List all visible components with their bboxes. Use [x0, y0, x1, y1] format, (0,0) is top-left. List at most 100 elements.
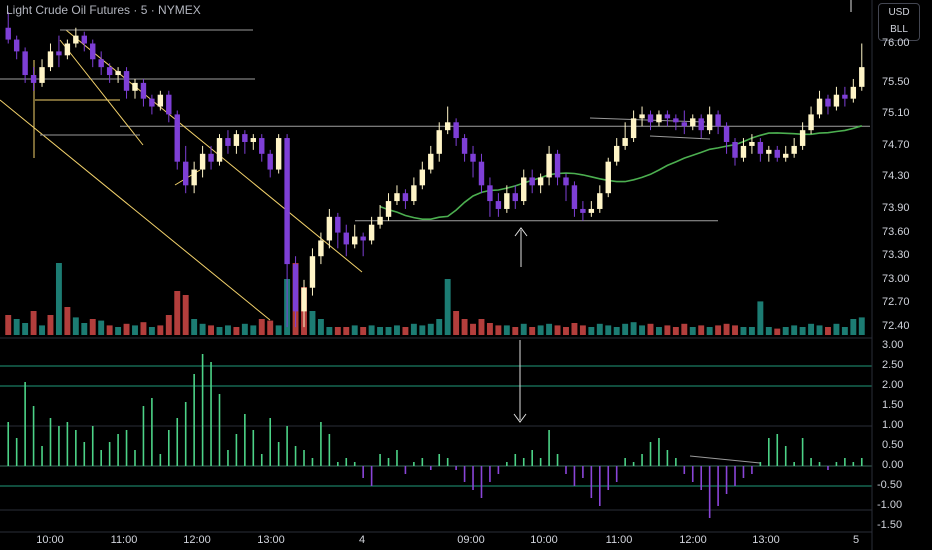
oscillator-bar	[768, 438, 770, 466]
candle	[106, 63, 113, 83]
oscillator-bar	[345, 458, 348, 466]
volume-bar	[140, 322, 147, 335]
candle	[250, 134, 257, 150]
oscillator-bar	[294, 446, 297, 466]
candle	[706, 106, 713, 135]
volume-bar	[13, 319, 20, 335]
volume-bar	[816, 325, 823, 335]
candle	[436, 122, 442, 162]
oscillator-bar	[24, 382, 26, 466]
currency-unit-button[interactable]: USD BLL	[878, 3, 920, 41]
oscillator-bar	[91, 426, 94, 466]
oscillator-bar	[184, 402, 187, 466]
oscillator-tick-label: 2.00	[882, 379, 904, 391]
volume-bar	[241, 323, 248, 335]
oscillator-tick-label: -1.00	[877, 499, 903, 511]
moving-average	[379, 125, 863, 220]
candle	[174, 110, 180, 170]
volume-bar	[174, 291, 181, 335]
volume-bar	[470, 323, 476, 335]
candle	[478, 153, 485, 194]
volume-bar	[495, 325, 502, 335]
candle	[799, 122, 806, 150]
oscillator-bar	[514, 454, 517, 466]
candle	[318, 232, 324, 265]
volume-bar	[571, 323, 578, 335]
price-tick-label: 75.50	[882, 75, 910, 88]
volume-bar	[858, 317, 865, 335]
oscillator-bar	[472, 466, 474, 490]
candle	[267, 149, 273, 178]
candle	[597, 185, 603, 213]
oscillator-bar	[134, 450, 136, 466]
oscillator-bar	[387, 458, 390, 466]
oscillator-bar	[615, 466, 618, 482]
oscillator-bar	[708, 466, 711, 518]
volume-bar	[360, 327, 367, 335]
volume-bar	[799, 327, 806, 335]
candle	[39, 59, 45, 87]
oscillator-bar	[818, 462, 821, 466]
oscillator-bar	[489, 466, 491, 482]
price-tick-label: 74.70	[882, 138, 910, 151]
volume-bar	[47, 315, 54, 335]
candle	[698, 114, 704, 139]
volume-bars	[5, 263, 865, 335]
chart-grid	[0, 365, 872, 511]
oscillator-bar	[649, 442, 652, 466]
oscillator-bar	[666, 450, 669, 466]
candle	[757, 138, 764, 162]
oscillator-bar	[49, 418, 52, 466]
volume-bar	[233, 327, 240, 335]
oscillator-bar	[497, 466, 500, 474]
candle	[825, 94, 831, 115]
volume-bar	[740, 327, 747, 335]
oscillator-bar	[201, 354, 204, 466]
candle	[242, 130, 248, 154]
oscillator-bar	[784, 446, 787, 466]
oscillator-bar	[151, 398, 153, 466]
candle	[360, 232, 366, 257]
volume-bar	[833, 323, 840, 335]
candle	[453, 118, 459, 146]
oscillator-bar	[362, 466, 364, 478]
volume-bar	[39, 325, 45, 335]
candle	[664, 110, 671, 127]
volume-bar	[782, 327, 789, 335]
volume-bar	[148, 327, 155, 335]
volume-bar	[706, 327, 713, 335]
volume-bar	[334, 327, 341, 335]
candle	[690, 114, 696, 131]
volume-bar	[765, 327, 772, 335]
candle	[554, 149, 561, 186]
candle	[859, 43, 865, 91]
price-tick-label: 73.90	[882, 201, 910, 214]
oscillator-bar	[573, 466, 576, 486]
volume-bar	[554, 325, 561, 335]
candle	[605, 157, 611, 198]
oscillator-bar	[675, 458, 677, 466]
candle	[326, 208, 333, 249]
candle	[115, 67, 121, 83]
candle	[639, 106, 645, 127]
candle	[808, 106, 814, 135]
candle	[766, 145, 772, 162]
candle	[5, 12, 11, 44]
oscillator-bar	[438, 454, 441, 466]
candle	[580, 201, 586, 221]
candle	[588, 201, 595, 217]
candle	[470, 145, 476, 178]
volume-bar	[89, 319, 96, 335]
candle	[402, 189, 409, 209]
oscillator-bar	[227, 450, 229, 466]
volume-bar	[275, 325, 282, 335]
volume-bar	[748, 327, 755, 335]
candle	[208, 145, 214, 170]
candle	[461, 134, 468, 162]
volume-bar	[343, 327, 350, 335]
candle	[182, 145, 189, 194]
volume-bar	[622, 323, 629, 335]
oscillator-bar	[159, 454, 162, 466]
candle	[233, 130, 240, 154]
